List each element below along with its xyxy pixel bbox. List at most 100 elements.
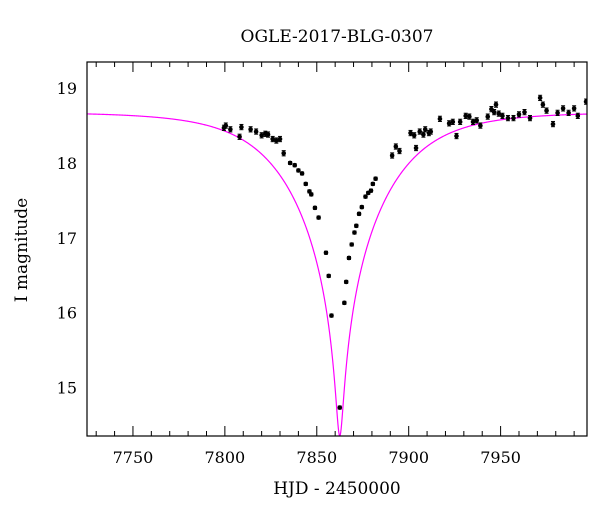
data-point-marker — [397, 148, 402, 154]
data-point-marker — [359, 204, 365, 210]
data-point — [544, 107, 549, 114]
plot-frame — [86, 61, 588, 437]
data-point — [437, 115, 443, 122]
data-point-marker — [237, 134, 242, 140]
data-point-marker — [470, 119, 476, 125]
data-point-marker — [516, 112, 522, 117]
data-point — [467, 113, 472, 120]
data-point-marker — [537, 95, 543, 101]
data-point — [303, 181, 309, 187]
model-curve — [87, 113, 587, 436]
data-point — [571, 105, 577, 112]
data-point — [491, 108, 497, 116]
data-point-marker — [343, 279, 349, 285]
data-point-marker — [303, 181, 309, 187]
data-point — [421, 131, 426, 138]
x-tick-label: 7950 — [480, 448, 521, 467]
data-point-marker — [373, 176, 378, 181]
data-point — [446, 120, 452, 127]
data-point — [263, 130, 268, 137]
y-axis-label: I magnitude — [12, 198, 32, 302]
data-point — [346, 255, 352, 261]
data-point — [450, 118, 456, 125]
data-point — [296, 168, 301, 173]
data-point — [342, 300, 347, 306]
data-point-marker — [342, 300, 347, 306]
data-point-marker — [287, 160, 293, 166]
data-point-marker — [411, 133, 417, 138]
data-point-marker — [566, 110, 571, 116]
data-point-marker — [368, 188, 374, 193]
data-point — [583, 98, 587, 105]
data-point-marker — [323, 250, 329, 256]
data-point-marker — [560, 106, 566, 111]
data-point — [478, 122, 483, 129]
data-point — [248, 126, 253, 133]
x-tick-label: 7900 — [388, 448, 429, 467]
data-point — [299, 171, 305, 176]
data-point — [359, 204, 365, 210]
data-point-marker — [265, 132, 271, 137]
data-point-marker — [253, 129, 259, 134]
data-point-marker — [522, 109, 527, 115]
plot-area: 7750 7800 7850 7900 7950 15 16 17 18 19 — [57, 61, 588, 467]
data-point-marker — [349, 242, 355, 247]
data-point — [337, 405, 343, 410]
data-point — [537, 94, 543, 102]
data-point — [292, 162, 298, 168]
data-point — [511, 114, 516, 122]
data-point — [223, 122, 229, 129]
data-point — [496, 110, 502, 117]
data-point-marker — [457, 119, 463, 125]
data-point-marker — [312, 205, 318, 211]
data-point-marker — [292, 162, 298, 168]
data-point — [493, 101, 499, 108]
data-point — [373, 176, 378, 181]
data-point-marker — [493, 102, 499, 107]
data-point-marker — [463, 113, 468, 119]
data-point — [485, 113, 491, 120]
data-point-marker — [408, 130, 413, 136]
y-tick-label: 18 — [57, 154, 77, 173]
data-point — [354, 223, 359, 229]
data-point-marker — [489, 106, 494, 112]
data-point — [281, 150, 286, 157]
data-point — [228, 126, 233, 133]
data-point — [555, 109, 560, 116]
data-point — [237, 133, 242, 140]
data-point — [389, 152, 395, 159]
data-point — [393, 143, 399, 150]
x-axis-label: HJD - 2450000 — [273, 479, 401, 499]
data-point-marker — [505, 115, 511, 121]
data-point-marker — [450, 119, 456, 125]
data-point-marker — [281, 150, 286, 156]
data-point-marker — [337, 405, 343, 410]
data-point-marker — [575, 113, 581, 119]
data-point — [323, 250, 329, 256]
data-point — [454, 132, 459, 140]
data-point — [428, 128, 434, 135]
data-point — [540, 101, 546, 108]
data-point — [397, 147, 402, 155]
data-point — [287, 160, 293, 166]
data-point — [500, 112, 505, 119]
data-point — [370, 181, 376, 187]
data-point-marker — [571, 106, 577, 111]
data-point-marker — [308, 192, 314, 197]
data-point — [550, 120, 556, 128]
data-point — [363, 194, 368, 199]
data-point-marker — [478, 123, 483, 128]
data-point — [413, 144, 419, 152]
data-point-marker — [354, 223, 359, 229]
data-point — [326, 273, 332, 279]
data-point-marker — [356, 211, 362, 217]
data-point — [522, 108, 527, 116]
data-point-marker — [544, 108, 549, 113]
data-point-marker — [428, 129, 434, 134]
data-point — [265, 131, 271, 138]
data-point-marker — [326, 273, 332, 279]
data-point-marker — [346, 255, 352, 261]
data-point — [560, 105, 566, 112]
x-tick-label: 7850 — [296, 448, 337, 467]
data-point — [277, 135, 283, 143]
